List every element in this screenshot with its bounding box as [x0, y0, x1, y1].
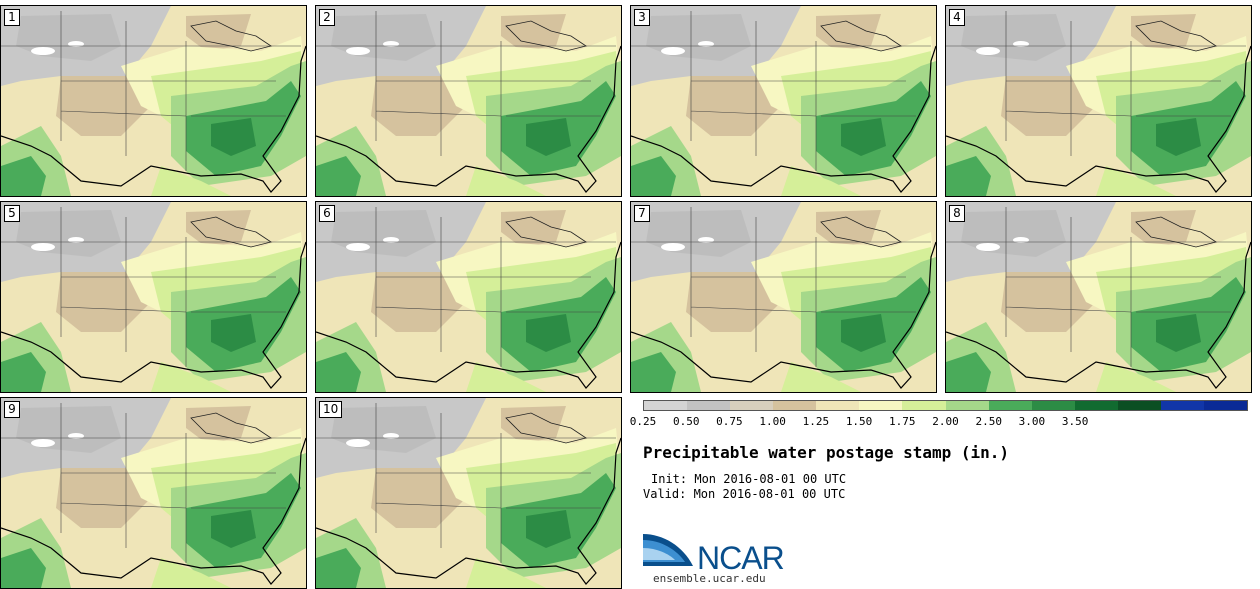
legend-tick-label: 1.25 [802, 415, 830, 428]
precipitable-water-map [316, 202, 621, 392]
precipitable-water-map [316, 398, 621, 588]
color-segment [687, 401, 731, 410]
map-panel-1: 1 [0, 5, 307, 197]
map-panel-4: 4 [945, 5, 1252, 197]
logo-url: ensemble.ucar.edu [653, 572, 766, 585]
color-segment [1204, 401, 1248, 410]
panel-number: 9 [4, 401, 20, 418]
legend-tick-label: 1.75 [889, 415, 916, 428]
legend-tick-label: 2.00 [932, 415, 959, 428]
map-panel-9: 9 [0, 397, 307, 589]
panel-number: 1 [4, 9, 20, 26]
color-segment [644, 401, 688, 410]
panel-number: 5 [4, 205, 20, 222]
panel-number: 3 [634, 9, 650, 26]
color-segment [859, 401, 903, 410]
map-panel-5: 5 [0, 201, 307, 393]
legend-tick-label: 0.50 [672, 415, 700, 428]
precipitable-water-map [631, 6, 936, 196]
map-panel-7: 7 [630, 201, 937, 393]
map-title: Precipitable water postage stamp (in.) [643, 443, 1010, 462]
color-segment [773, 401, 817, 410]
color-segment [988, 401, 1032, 410]
logo-text: NCAR [697, 540, 785, 576]
precipitable-water-map [1, 6, 306, 196]
panel-number: 8 [949, 205, 965, 222]
panel-number: 10 [319, 401, 343, 418]
color-segment [730, 401, 774, 410]
color-segment [1117, 401, 1161, 410]
valid-time: Valid: Mon 2016-08-01 00 UTC [643, 487, 846, 501]
legend-tick-label: 1.50 [845, 415, 873, 428]
color-segment [1074, 401, 1118, 410]
color-segment [816, 401, 860, 410]
panel-number: 6 [319, 205, 335, 222]
precipitable-water-map [946, 6, 1251, 196]
color-segment [1160, 401, 1205, 410]
map-panel-10: 10 [315, 397, 622, 589]
color-segment [902, 401, 946, 410]
precipitable-water-map [946, 202, 1251, 392]
color-segment [945, 401, 989, 410]
init-time: Init: Mon 2016-08-01 00 UTC [651, 472, 847, 486]
map-panel-2: 2 [315, 5, 622, 197]
color-segment [1031, 401, 1075, 410]
precipitable-water-map [1, 398, 306, 588]
map-panel-6: 6 [315, 201, 622, 393]
precipitable-water-map [1, 202, 306, 392]
map-panel-3: 3 [630, 5, 937, 197]
legend-tick-label: 1.00 [759, 415, 786, 428]
legend-tick-label: 0.75 [716, 415, 743, 428]
panel-number: 7 [634, 205, 650, 222]
panel-number: 2 [319, 9, 335, 26]
panel-number: 4 [949, 9, 965, 26]
ncar-logo-icon [643, 534, 693, 566]
map-panel-8: 8 [945, 201, 1252, 393]
legend-tick-label: 2.50 [975, 415, 1002, 428]
legend-tick-label: 3.00 [1018, 415, 1046, 428]
color-legend-bar [643, 400, 1248, 411]
legend-tick-label: 0.25 [629, 415, 657, 428]
precipitable-water-map [316, 6, 621, 196]
precipitable-water-map [631, 202, 936, 392]
legend-tick-label: 3.50 [1061, 415, 1089, 428]
